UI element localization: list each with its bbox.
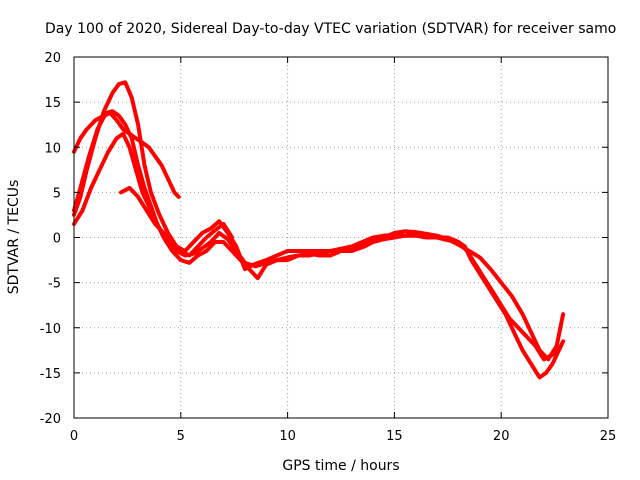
- axes: 0 5 10 15 20 25 -20 -15 -10 -5 0 5 10 15 20: [40, 51, 617, 444]
- y-tick-label: -10: [40, 322, 61, 337]
- x-tick-label: 5: [177, 429, 185, 444]
- y-tick-label: 10: [44, 141, 61, 156]
- y-tick-label: -5: [48, 277, 61, 292]
- series-line-arc-3: [72, 131, 566, 362]
- y-axis-label: SDTVAR / TECUs: [6, 180, 22, 295]
- x-tick-label: 20: [493, 429, 510, 444]
- x-tick-label: 15: [386, 429, 403, 444]
- series-group: [72, 80, 566, 380]
- chart-title: Day 100 of 2020, Sidereal Day-to-day VTE…: [45, 21, 616, 37]
- y-tick-label: 15: [44, 96, 61, 111]
- series-line-arc-5: [119, 185, 235, 258]
- y-tick-label: -20: [40, 412, 61, 427]
- x-tick-label: 25: [600, 429, 617, 444]
- y-tick-label: 5: [53, 186, 61, 201]
- plot-frame: [73, 56, 609, 419]
- y-tick-label: -15: [40, 367, 61, 382]
- y-tick-label: 20: [44, 51, 61, 66]
- x-tick-label: 10: [279, 429, 296, 444]
- series-line-arc-4: [72, 111, 181, 199]
- y-tick-label: 0: [53, 232, 61, 247]
- grid: [74, 57, 608, 418]
- x-axis-label: GPS time / hours: [282, 458, 399, 474]
- x-tick-label: 0: [70, 429, 78, 444]
- series-line-arc-1: [72, 80, 566, 380]
